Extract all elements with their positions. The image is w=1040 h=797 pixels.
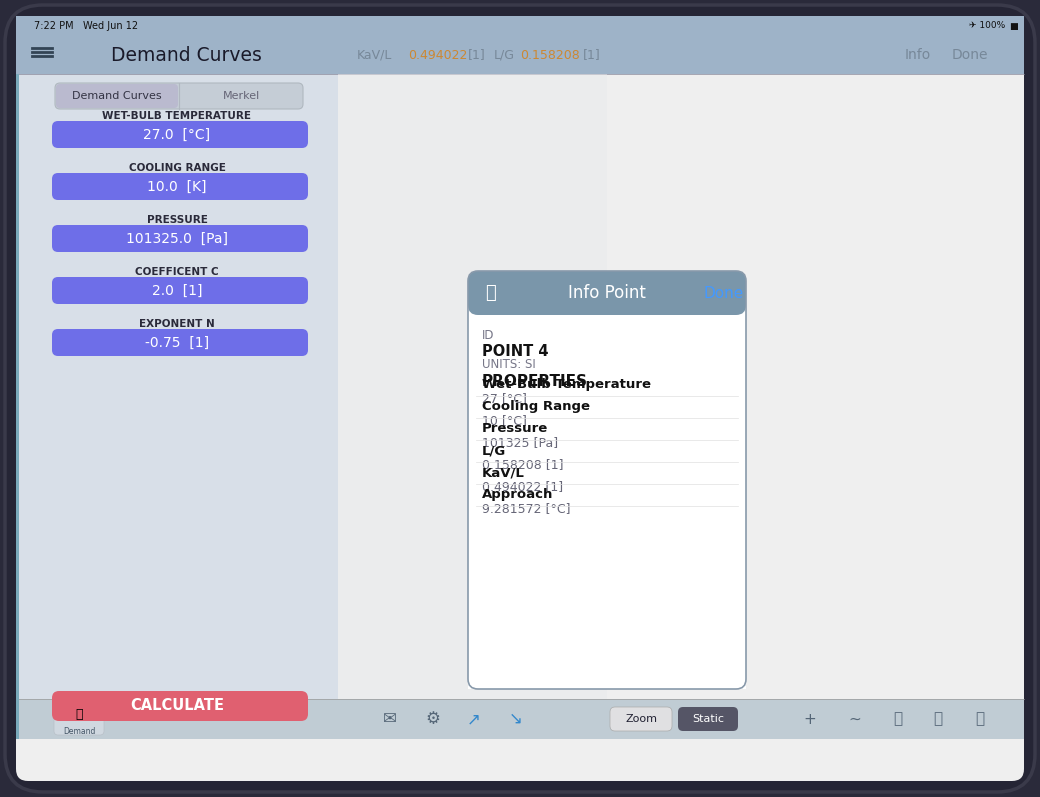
Text: EXPONENT N: EXPONENT N xyxy=(139,319,215,329)
FancyBboxPatch shape xyxy=(5,5,1035,792)
Bar xyxy=(468,305,746,689)
Text: 2.0  [1]: 2.0 [1] xyxy=(152,284,202,297)
Text: Demand: Demand xyxy=(62,727,96,736)
Text: L/G: L/G xyxy=(494,49,515,61)
FancyBboxPatch shape xyxy=(468,271,746,315)
Text: ⚙: ⚙ xyxy=(425,710,440,728)
Text: POINT 2: POINT 2 xyxy=(876,355,909,364)
Bar xyxy=(16,74,338,739)
FancyBboxPatch shape xyxy=(678,707,738,731)
Text: [1]: [1] xyxy=(468,49,486,61)
Legend: KaV/L = 2*(L/G)^-0.75, Demand Curve, Approach Data: KaV/L = 2*(L/G)^-0.75, Demand Curve, App… xyxy=(350,82,505,131)
Text: 🗑: 🗑 xyxy=(485,284,495,302)
Text: 📈: 📈 xyxy=(75,708,83,720)
FancyBboxPatch shape xyxy=(16,16,1024,781)
Text: ✉: ✉ xyxy=(383,710,397,728)
Text: -0.75  [1]: -0.75 [1] xyxy=(145,336,209,350)
Text: 0.494022 [1]: 0.494022 [1] xyxy=(482,480,563,493)
Text: POINT KaV/L 1: POINT KaV/L 1 xyxy=(876,269,935,278)
FancyBboxPatch shape xyxy=(52,173,308,200)
Text: +: + xyxy=(804,712,816,727)
Text: Demand Curves: Demand Curves xyxy=(72,91,162,101)
Text: POINT KaV/L 2: POINT KaV/L 2 xyxy=(750,191,810,200)
Bar xyxy=(16,16,1024,35)
Text: Cooling Range: Cooling Range xyxy=(482,400,590,413)
FancyBboxPatch shape xyxy=(55,83,303,109)
Bar xyxy=(338,74,607,699)
Text: Wet-Bulb Temperature: Wet-Bulb Temperature xyxy=(482,378,651,391)
Text: L/G: L/G xyxy=(482,444,506,457)
Text: Approach: Approach xyxy=(482,488,553,501)
Text: 0.158208: 0.158208 xyxy=(520,49,579,61)
Text: ⓘ: ⓘ xyxy=(893,712,903,727)
FancyBboxPatch shape xyxy=(52,691,308,721)
X-axis label: L/G: L/G xyxy=(671,721,692,735)
Text: Info: Info xyxy=(905,48,931,62)
Text: Zoom: Zoom xyxy=(625,714,657,724)
Text: ✈ 100%  ▆: ✈ 100% ▆ xyxy=(969,21,1018,30)
Text: 27.0  [°C]: 27.0 [°C] xyxy=(144,128,210,142)
Text: POINT 4: POINT 4 xyxy=(482,344,548,359)
Bar xyxy=(16,699,1024,739)
Bar xyxy=(16,35,1024,74)
Text: Pressure: Pressure xyxy=(482,422,548,435)
Text: 0.158208 [1]: 0.158208 [1] xyxy=(482,458,564,471)
Text: 📍: 📍 xyxy=(976,712,985,727)
Text: Merkel: Merkel xyxy=(223,91,260,101)
Y-axis label: KaV/L: KaV/L xyxy=(285,369,297,404)
Text: Static: Static xyxy=(692,714,724,724)
Text: ∼: ∼ xyxy=(849,712,861,727)
FancyBboxPatch shape xyxy=(52,329,308,356)
Text: Demand Curves: Demand Curves xyxy=(110,45,261,65)
Text: 101325 [Pa]: 101325 [Pa] xyxy=(482,436,558,449)
Text: 7:22 PM   Wed Jun 12: 7:22 PM Wed Jun 12 xyxy=(34,21,138,30)
Text: ↘: ↘ xyxy=(509,710,523,728)
Text: ID: ID xyxy=(482,329,494,342)
Text: Info Point: Info Point xyxy=(568,284,646,302)
Text: 9.281572 [°C]: 9.281572 [°C] xyxy=(482,502,571,515)
Text: KaV/L: KaV/L xyxy=(357,49,392,61)
Text: 10 [°C]: 10 [°C] xyxy=(482,414,527,427)
Text: 10.0  [K]: 10.0 [K] xyxy=(148,179,207,194)
Text: Done: Done xyxy=(704,285,745,300)
FancyBboxPatch shape xyxy=(610,707,672,731)
Bar xyxy=(16,74,19,739)
Text: UNITS: SI: UNITS: SI xyxy=(482,358,536,371)
Text: 0.494022: 0.494022 xyxy=(408,49,467,61)
Text: ↗: ↗ xyxy=(467,710,480,728)
Text: COOLING RANGE: COOLING RANGE xyxy=(129,163,226,173)
Text: PROPERTIES: PROPERTIES xyxy=(482,374,588,389)
FancyBboxPatch shape xyxy=(52,121,308,148)
Text: PO: PO xyxy=(427,429,439,438)
Text: [1]: [1] xyxy=(583,49,601,61)
FancyBboxPatch shape xyxy=(52,277,308,304)
Text: CALCULATE: CALCULATE xyxy=(130,698,224,713)
Text: 📍: 📍 xyxy=(934,712,942,727)
Text: WET-BULB TEMPERATURE: WET-BULB TEMPERATURE xyxy=(103,111,252,121)
FancyBboxPatch shape xyxy=(54,703,104,735)
Text: KaV/L: KaV/L xyxy=(482,466,525,479)
FancyBboxPatch shape xyxy=(52,225,308,252)
FancyBboxPatch shape xyxy=(56,84,178,108)
Text: 27 [°C]: 27 [°C] xyxy=(482,392,527,405)
Text: COEFFICENT C: COEFFICENT C xyxy=(135,267,218,277)
Text: PRESSURE: PRESSURE xyxy=(147,215,207,225)
Text: 101325.0  [Pa]: 101325.0 [Pa] xyxy=(126,231,228,245)
Text: Done: Done xyxy=(952,48,988,62)
